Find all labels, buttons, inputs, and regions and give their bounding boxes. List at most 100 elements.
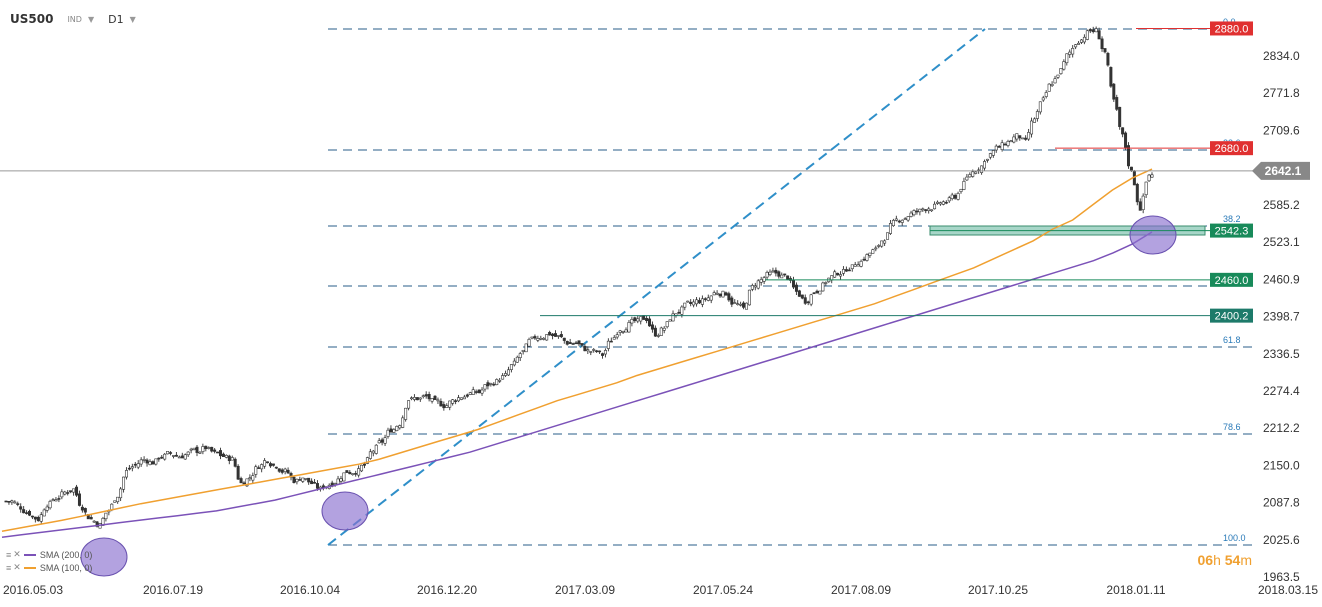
candle-body [257,467,261,469]
candle-body [886,232,890,240]
candle-body [360,464,364,472]
candle-body [4,500,8,503]
candle-body [57,498,61,500]
candle-body [42,509,46,517]
candle-body [1100,38,1104,50]
candle-body [985,158,989,161]
candle-body [700,298,704,305]
candle-body [468,392,472,395]
candle-body [221,453,225,458]
candle-body [824,282,828,284]
candle-body [583,345,587,352]
candle-body [339,478,343,482]
candle-body [483,384,487,390]
candle-body [271,463,275,466]
candle-body [154,458,158,465]
candle-body [927,208,931,211]
candle-body [1027,132,1031,140]
chevron-down-icon[interactable]: ▼ [87,14,95,24]
candle-body [169,452,173,454]
candle-body [501,375,505,380]
candle-body [753,285,757,288]
candle-body [1079,39,1083,43]
candle-body [442,404,446,409]
candle-body [736,303,740,305]
candle-body [342,472,346,482]
candle-body [1032,118,1036,123]
candle-body [119,488,123,499]
candle-body [627,322,631,333]
candle-body [639,316,643,322]
candle-body [739,303,743,306]
timer-hours: 06 [1197,552,1214,568]
timeframe-selector[interactable]: D1 [108,12,124,26]
candle-body [1003,143,1007,146]
candle-body [348,471,352,475]
candle-body [1050,84,1054,86]
candle-body [921,208,925,211]
candle-body [968,174,972,178]
candle-body [1141,195,1145,210]
highlight-circle [1129,215,1177,255]
candle-body [659,327,663,336]
chevron-down-icon[interactable]: ▼ [129,14,136,24]
candle-body [77,493,81,506]
candle-body [1103,48,1107,53]
close-icon[interactable]: ✕ [13,562,21,572]
candle-body [621,331,625,333]
candle-body [251,475,255,481]
fib-level-label: 100.0 [1223,533,1246,543]
candle-body [315,483,319,489]
candle-body [980,165,984,173]
y-tick-label: 2212.2 [1263,421,1300,435]
candle-body [1091,29,1095,33]
candle-body [233,458,237,467]
candle-body [445,405,449,408]
candle-body [1115,97,1119,110]
candle-body [1030,120,1034,135]
candle-body [971,171,975,177]
candle-body [310,480,314,485]
candle-body [113,500,117,503]
fib-level-label: 78.6 [1223,422,1241,432]
candle-body [498,380,502,382]
settings-icon[interactable]: ≡ [6,562,12,573]
candle-body [410,397,414,400]
candle-body [136,463,140,468]
x-tick-label: 2017.05.24 [693,583,753,597]
candle-body [680,306,684,315]
candle-body [794,284,798,292]
candle-body [624,329,628,333]
candle-body [151,461,155,465]
candle-body [295,478,299,483]
close-icon[interactable]: ✕ [13,549,21,559]
symbol-label[interactable]: US500 [10,12,54,26]
candle-body [1056,74,1060,78]
candle-body [883,240,887,244]
candle-body [392,429,396,433]
candle-body [1047,83,1051,92]
candle-body [166,451,170,455]
candle-body [645,317,649,322]
candle-body [1074,44,1078,48]
candle-body [715,292,719,295]
candle-body [1144,181,1148,196]
candle-body [210,446,214,452]
candle-body [457,397,461,402]
candle-body [553,333,557,337]
candle-body [7,501,11,503]
legend-sma100[interactable]: ≡ ✕ SMA (100, 0) [6,562,92,573]
settings-icon[interactable]: ≡ [6,549,12,560]
candle-body [844,269,848,272]
legend-sma200[interactable]: ≡ ✕ SMA (200, 0) [6,549,92,560]
candle-body [92,520,96,523]
y-tick-label: 2274.4 [1263,384,1300,398]
candle-body [894,218,898,221]
candle-body [124,470,128,478]
candle-body [950,194,954,199]
candle-body [142,459,146,461]
candle-body [448,400,452,408]
candle-body [1024,137,1028,140]
candle-body [662,327,666,331]
